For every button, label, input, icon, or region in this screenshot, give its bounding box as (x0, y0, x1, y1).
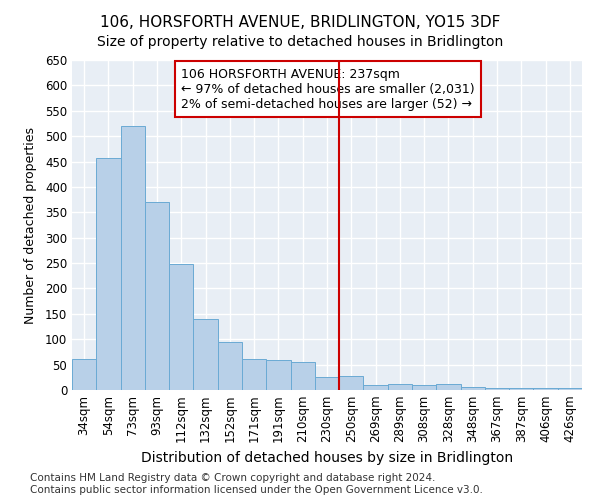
Bar (461, 387, 485, 390)
Bar (533, 388, 558, 390)
Text: 106 HORSFORTH AVENUE: 237sqm
← 97% of detached houses are smaller (2,031)
2% of : 106 HORSFORTH AVENUE: 237sqm ← 97% of de… (181, 68, 475, 110)
Bar (218, 342, 242, 390)
Bar (485, 388, 509, 390)
Bar (290, 362, 315, 390)
Text: Contains HM Land Registry data © Crown copyright and database right 2024.
Contai: Contains HM Land Registry data © Crown c… (30, 474, 483, 495)
Bar (558, 388, 582, 390)
Bar (388, 384, 412, 390)
Bar (412, 385, 436, 390)
Bar (169, 264, 193, 390)
Bar (145, 202, 169, 390)
Bar (242, 358, 266, 390)
Y-axis label: Number of detached properties: Number of detached properties (23, 126, 37, 324)
Bar (266, 360, 290, 390)
Bar (315, 378, 339, 390)
Bar (364, 385, 388, 390)
Bar (339, 376, 364, 390)
Text: 106, HORSFORTH AVENUE, BRIDLINGTON, YO15 3DF: 106, HORSFORTH AVENUE, BRIDLINGTON, YO15… (100, 15, 500, 30)
Bar (96, 158, 121, 390)
Bar (193, 319, 218, 390)
Bar (509, 388, 533, 390)
Bar (436, 384, 461, 390)
Bar (72, 358, 96, 390)
X-axis label: Distribution of detached houses by size in Bridlington: Distribution of detached houses by size … (141, 451, 513, 465)
Bar (121, 126, 145, 390)
Text: Size of property relative to detached houses in Bridlington: Size of property relative to detached ho… (97, 35, 503, 49)
